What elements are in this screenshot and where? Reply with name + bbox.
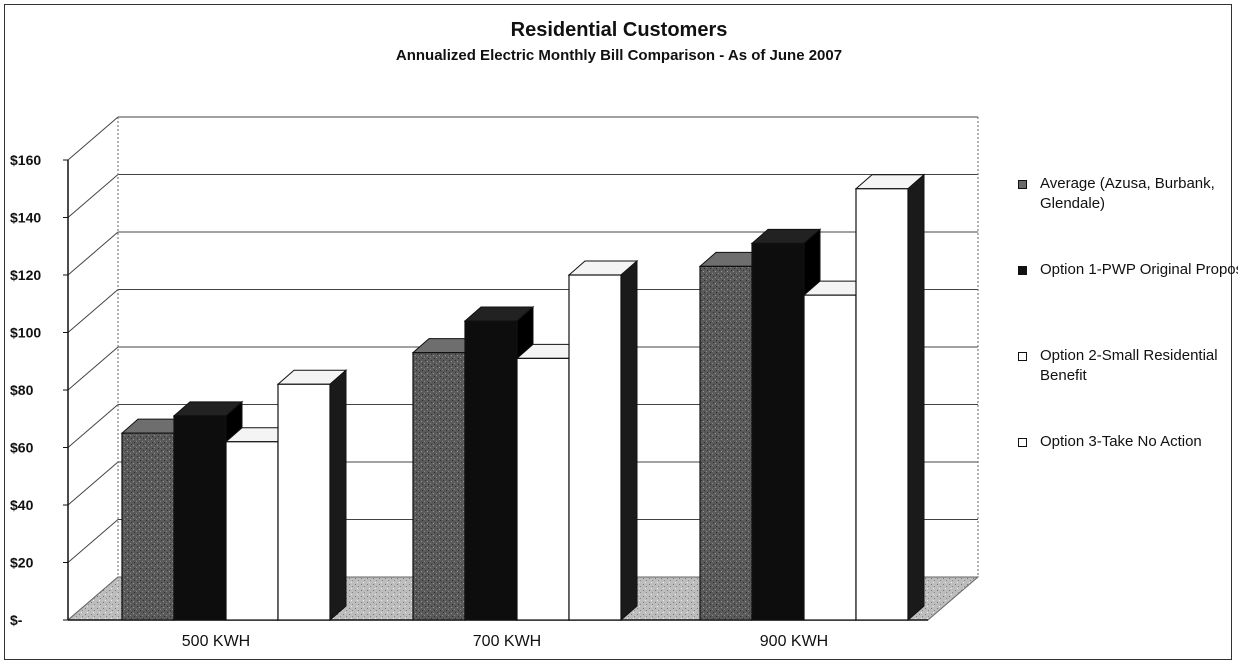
legend-label: Option 3-Take No Action: [1040, 433, 1202, 450]
grid-diagonal: [67, 116, 119, 161]
x-tick-label: 900 KWH: [760, 633, 828, 650]
grid-diagonal: [67, 519, 119, 563]
grid-diagonal: [67, 404, 119, 448]
bar: [699, 265, 753, 621]
bar: [516, 357, 570, 621]
grid-diagonal: [67, 231, 119, 276]
y-tick-label: $60: [10, 440, 34, 456]
legend-label: Option 2-Small Residential Benefit: [1040, 347, 1218, 384]
grid-diagonal: [67, 461, 119, 506]
y-tick-label: $40: [10, 497, 34, 513]
grid-diagonal: [67, 346, 119, 391]
x-tick-label: 500 KWH: [182, 633, 250, 650]
y-tick-label: $160: [10, 152, 41, 168]
bar: [464, 320, 518, 621]
legend-label: Average (Azusa, Burbank, Glendale): [1040, 175, 1215, 212]
bar: [225, 441, 279, 621]
chart-subtitle: Annualized Electric Monthly Bill Compari…: [395, 47, 843, 64]
legend-swatch: [1018, 352, 1027, 361]
bar: [568, 274, 622, 621]
bar: [173, 415, 227, 621]
y-tick-label: $-: [10, 612, 23, 628]
bar: [277, 383, 331, 621]
bar: [855, 188, 909, 621]
x-tick-label: 700 KWH: [473, 633, 541, 650]
bar: [121, 432, 175, 621]
y-tick-label: $120: [10, 267, 41, 283]
bar-side-face: [907, 173, 925, 622]
y-tick-label: $20: [10, 555, 34, 571]
bar: [412, 352, 466, 621]
chart-title: Residential Customers: [510, 19, 728, 41]
bar: [751, 242, 805, 621]
legend-label: Option 1-PWP Original Proposal: [1040, 261, 1238, 278]
grid-diagonal: [67, 289, 119, 333]
y-tick-label: $140: [10, 210, 41, 226]
bar: [803, 294, 857, 621]
bar-side-face: [329, 369, 347, 622]
legend-swatch: [1018, 266, 1027, 275]
y-tick-label: $80: [10, 382, 34, 398]
bar-side-face: [620, 259, 638, 622]
legend-swatch: [1018, 180, 1027, 189]
grid-diagonal: [67, 174, 119, 218]
legend-swatch: [1018, 438, 1027, 447]
y-tick-label: $100: [10, 325, 41, 341]
